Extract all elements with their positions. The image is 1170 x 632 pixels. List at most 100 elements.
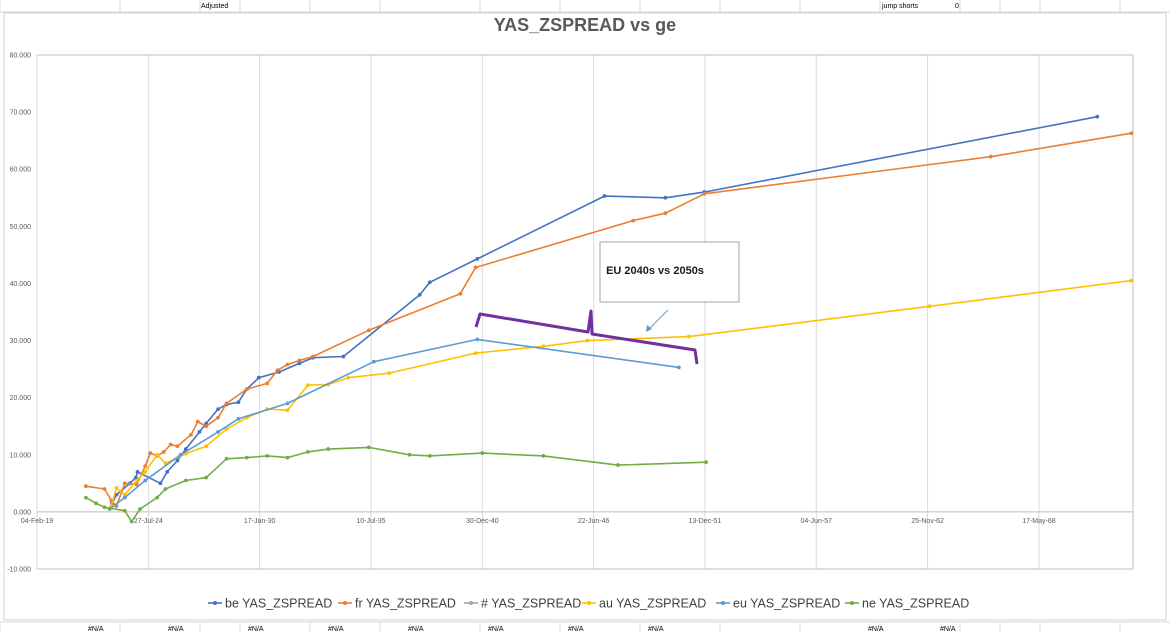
data-point xyxy=(704,460,708,465)
sheet-cell-text: #N/A xyxy=(408,626,424,632)
x-tick-label: 10-Jul-35 xyxy=(356,518,385,525)
sheet-cell-text: #N/A xyxy=(168,626,184,632)
data-point xyxy=(473,265,478,270)
sheet-cell-text: #N/A xyxy=(940,626,956,632)
data-point xyxy=(178,452,183,457)
data-point xyxy=(927,304,932,309)
data-point xyxy=(265,454,270,458)
data-point xyxy=(216,415,220,420)
data-point xyxy=(372,359,376,364)
data-point xyxy=(83,495,88,500)
annotation-arrowhead xyxy=(646,325,652,332)
data-point xyxy=(122,495,127,500)
data-point xyxy=(366,445,371,450)
x-tick-label: 04-Feb-19 xyxy=(21,518,53,525)
data-point xyxy=(366,328,371,333)
data-point xyxy=(94,501,99,506)
x-tick-label: 04-Jun-57 xyxy=(801,518,833,525)
data-point xyxy=(475,256,480,261)
x-tick-label: 17-May-68 xyxy=(1022,518,1056,525)
data-point xyxy=(129,519,134,524)
data-point xyxy=(702,191,707,196)
data-point xyxy=(275,368,280,373)
data-point xyxy=(216,407,220,411)
data-point xyxy=(285,408,290,413)
data-point xyxy=(473,351,478,356)
data-point xyxy=(122,508,127,513)
annotation-arrow xyxy=(647,309,669,331)
data-point xyxy=(158,481,163,486)
data-point xyxy=(168,442,173,447)
data-point xyxy=(305,450,310,454)
sheet-cell-text: Adjusted xyxy=(201,3,228,10)
data-point xyxy=(265,381,270,386)
data-point xyxy=(1095,114,1100,119)
data-point xyxy=(183,447,188,451)
data-point xyxy=(134,482,139,487)
data-point xyxy=(224,401,229,406)
data-point xyxy=(346,375,351,380)
data-point xyxy=(102,487,107,491)
data-point xyxy=(143,470,148,474)
data-point xyxy=(224,456,229,461)
data-point xyxy=(143,478,148,483)
data-point xyxy=(417,292,422,297)
data-point xyxy=(138,507,142,511)
data-point xyxy=(189,432,193,437)
data-point xyxy=(541,344,546,349)
data-point xyxy=(285,362,290,367)
y-tick-label: -10.000 xyxy=(7,567,31,574)
legend-item-label: ne YAS_ZSPREAD xyxy=(862,597,969,611)
sheet-cell-text: #N/A xyxy=(248,626,264,632)
grid xyxy=(36,55,1133,569)
x-axis: 04-Feb-19 27-Jul-24 17-Jan-30 10-Jul-35 30-D… xyxy=(21,518,1056,525)
y-tick-label: 10.000 xyxy=(10,452,32,459)
series-group xyxy=(83,114,1134,524)
data-point xyxy=(204,421,209,426)
data-point xyxy=(480,451,485,455)
data-point xyxy=(175,458,180,463)
y-tick-label: 60.000 xyxy=(10,167,32,174)
legend: be YAS_ZSPREAD fr YAS_ZSPREAD # YAS_ZSPREA… xyxy=(208,597,969,611)
data-point xyxy=(244,387,249,391)
data-point xyxy=(285,455,290,460)
legend-marker-point xyxy=(469,601,473,605)
data-point xyxy=(585,338,590,343)
y-tick-label: 40.000 xyxy=(10,281,32,288)
data-point xyxy=(244,455,249,460)
data-point xyxy=(687,334,691,339)
data-point xyxy=(1129,131,1134,136)
data-point xyxy=(341,354,346,359)
sheet-cell-text: #N/A xyxy=(648,626,664,632)
data-point xyxy=(122,492,127,497)
y-tick-label: 80.000 xyxy=(10,53,32,60)
legend-marker-point xyxy=(213,601,217,605)
x-tick-label: 30-Dec-40 xyxy=(466,518,499,525)
data-point xyxy=(387,371,392,376)
data-point xyxy=(297,358,302,363)
data-point xyxy=(216,430,220,434)
y-axis: -10.000 0.000 10.000 20.000 30.000 40.000 50.0… xyxy=(7,53,31,574)
y-tick-label: 0.000 xyxy=(13,509,31,516)
data-point xyxy=(602,194,607,198)
data-point xyxy=(305,383,310,388)
annotation-bracket xyxy=(474,309,699,365)
legend-marker-point xyxy=(343,601,347,605)
sheet-cell-text: #N/A xyxy=(88,626,104,632)
sheet-cell-text: #N/A xyxy=(568,626,584,632)
sheet-cell-text: jump shorts xyxy=(881,3,919,10)
chart-title: YAS_ZSPREAD vs ge xyxy=(494,15,676,35)
data-point xyxy=(285,401,290,406)
data-point xyxy=(427,280,432,285)
data-point xyxy=(143,464,148,469)
data-point xyxy=(197,430,202,434)
data-point xyxy=(148,451,153,455)
data-point xyxy=(133,475,138,480)
data-point xyxy=(135,470,140,474)
data-point xyxy=(122,481,127,486)
data-point xyxy=(1129,278,1134,283)
y-tick-label: 30.000 xyxy=(10,338,32,345)
y-tick-label: 20.000 xyxy=(10,395,32,402)
